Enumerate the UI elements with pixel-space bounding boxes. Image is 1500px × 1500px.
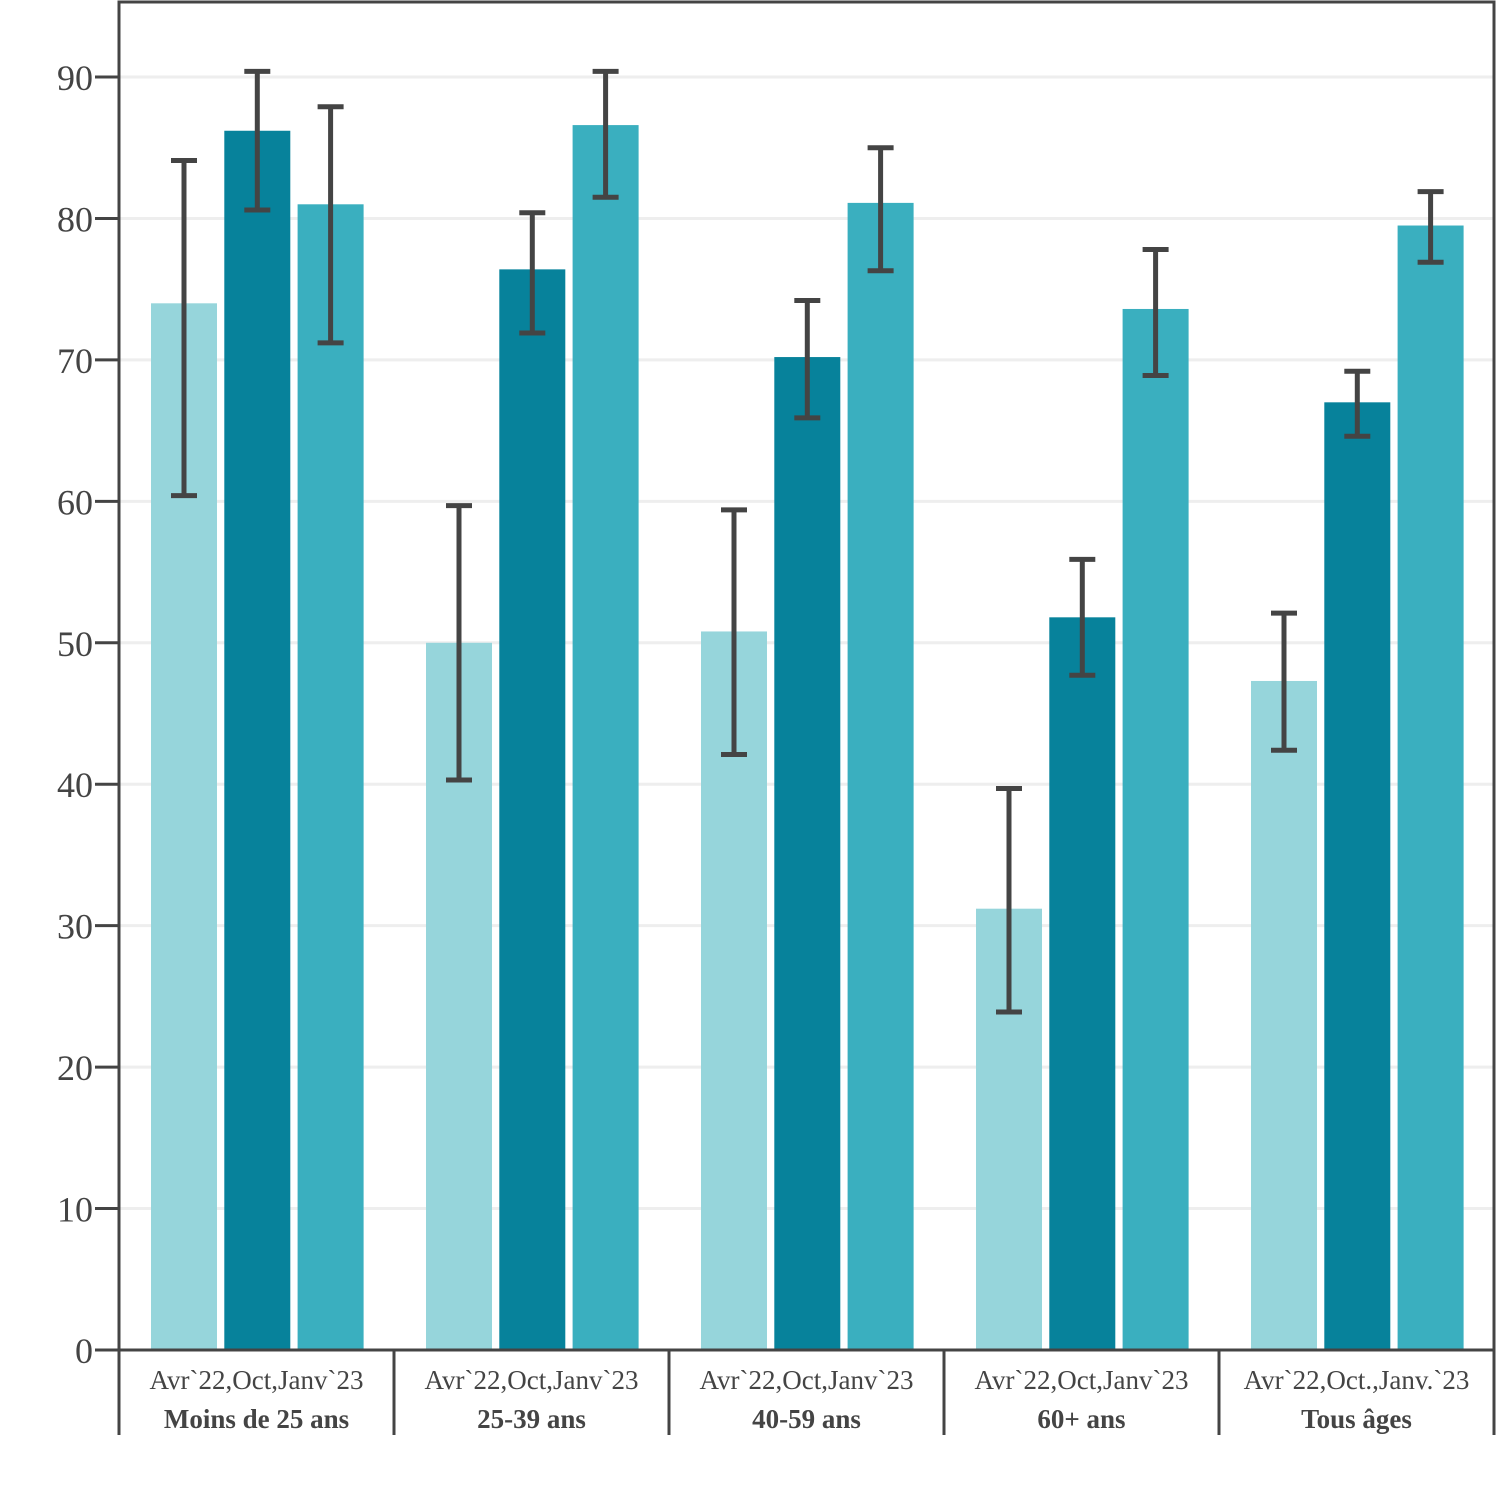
y-tick-label: 40: [57, 765, 93, 805]
plot-frame: [117, 0, 1496, 1352]
error-bar: [1069, 556, 1096, 678]
bar: [224, 130, 291, 1350]
bar: [1122, 308, 1189, 1351]
x-subcategory-label: Avr`22,Oct,Janv`23: [700, 1365, 914, 1395]
bar: [1251, 680, 1317, 1350]
x-subcategory-label: Avr`22,Oct.,Janv.`23: [1244, 1365, 1470, 1395]
y-tick-label: 10: [57, 1190, 93, 1230]
bar: [1049, 617, 1116, 1350]
error-bars: [171, 68, 1444, 1015]
error-bar: [996, 785, 1022, 1015]
x-subcategory-label: Avr`22,Oct,Janv`23: [150, 1365, 364, 1395]
error-bar: [446, 503, 472, 783]
error-bar: [1271, 610, 1297, 753]
y-tick-label: 0: [75, 1331, 93, 1371]
y-tick-label: 30: [57, 907, 93, 947]
bar: [297, 204, 364, 1350]
y-tick-label: 70: [57, 341, 93, 381]
error-bar: [244, 68, 271, 213]
x-category-label: 25-39 ans: [477, 1404, 586, 1434]
bar: [499, 269, 566, 1350]
axis-labels: 0 10 20 30 40 50 60 70 80 90 Avr`22,Oct,Janv`23 Moi…: [57, 58, 1469, 1434]
y-tick-label: 80: [57, 199, 93, 239]
y-tick-label: 90: [57, 58, 93, 98]
x-category-label: 40-59 ans: [752, 1404, 861, 1434]
error-bar: [867, 145, 894, 274]
x-category-label: Moins de 25 ans: [164, 1404, 349, 1434]
bar: [847, 202, 914, 1351]
error-bar: [721, 507, 747, 758]
bars: [151, 125, 1464, 1351]
bar: [1397, 225, 1464, 1351]
error-bar: [519, 210, 546, 336]
x-subcategory-label: Avr`22,Oct,Janv`23: [425, 1365, 639, 1395]
bar: [572, 125, 639, 1351]
x-category-label: Tous âges: [1301, 1404, 1412, 1434]
x-subcategory-label: Avr`22,Oct,Janv`23: [975, 1365, 1189, 1395]
error-bar: [1142, 247, 1169, 378]
x-category-label: 60+ ans: [1037, 1404, 1125, 1434]
y-tick-label: 50: [57, 624, 93, 664]
error-bar: [1344, 368, 1371, 439]
y-tick-label: 60: [57, 482, 93, 522]
y-tick-label: 20: [57, 1048, 93, 1088]
error-bar: [1417, 189, 1444, 265]
axes: [95, 0, 1496, 1435]
bar: [774, 357, 841, 1350]
error-bar: [171, 157, 197, 499]
error-bar: [794, 297, 821, 421]
error-bar: [317, 104, 344, 346]
bar: [1324, 402, 1391, 1350]
error-bar: [592, 68, 619, 200]
